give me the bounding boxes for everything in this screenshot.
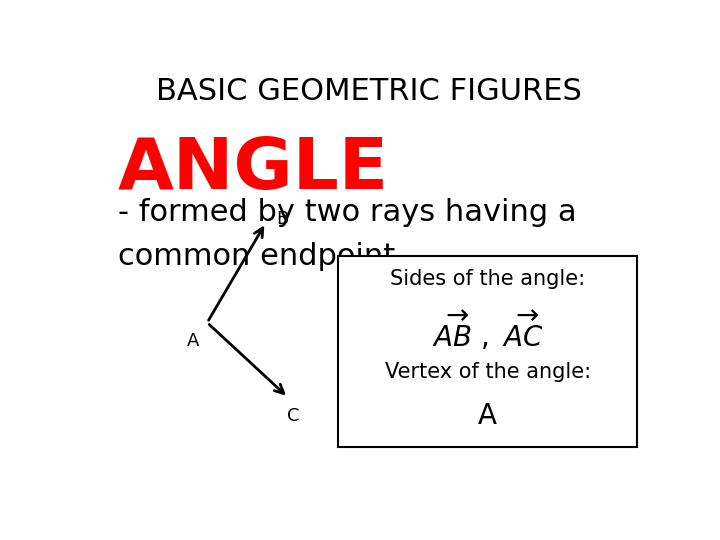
Text: Vertex of the angle:: Vertex of the angle:	[384, 362, 590, 382]
Text: $\overrightarrow{AB}\ ,\ \overrightarrow{AC}$: $\overrightarrow{AB}\ ,\ \overrightarrow…	[431, 310, 544, 353]
Text: Sides of the angle:: Sides of the angle:	[390, 268, 585, 288]
Text: ANGLE: ANGLE	[118, 136, 389, 205]
Text: A: A	[187, 332, 199, 350]
Text: BASIC GEOMETRIC FIGURES: BASIC GEOMETRIC FIGURES	[156, 77, 582, 106]
Text: C: C	[287, 407, 300, 425]
Text: A: A	[478, 402, 497, 430]
Text: common endpoint: common endpoint	[118, 241, 395, 271]
Text: B: B	[276, 210, 288, 228]
FancyBboxPatch shape	[338, 256, 637, 447]
Text: - formed by two rays having a: - formed by two rays having a	[118, 198, 577, 227]
